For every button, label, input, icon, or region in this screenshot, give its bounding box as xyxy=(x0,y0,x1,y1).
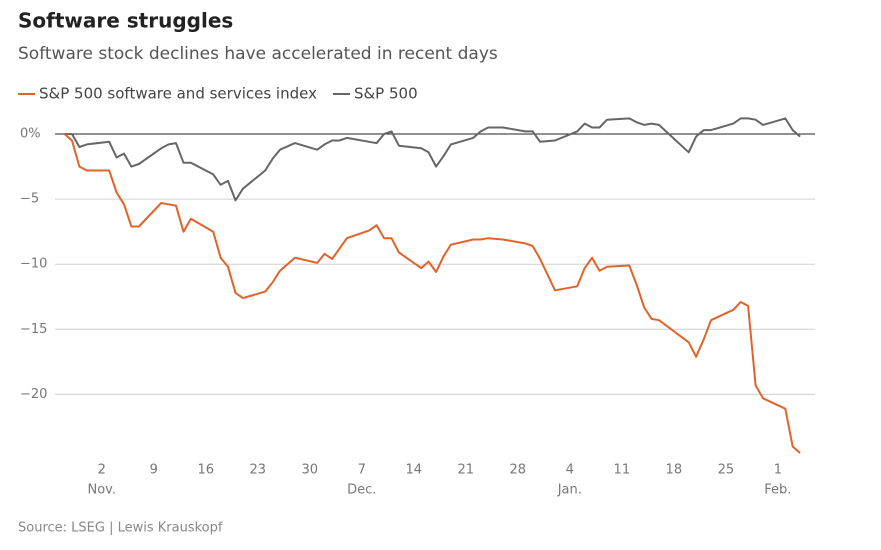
x-tick-label: 16 xyxy=(197,463,214,478)
x-tick-label: 18 xyxy=(666,463,683,478)
x-tick-label: 7 xyxy=(358,463,366,478)
y-tick-label: −10 xyxy=(20,257,47,272)
x-tick-label: 9 xyxy=(150,463,158,478)
x-tick-label: 14 xyxy=(406,463,423,478)
x-tick-label: 2 xyxy=(98,463,106,478)
x-tick-label: 28 xyxy=(510,463,527,478)
x-tick-label: 23 xyxy=(249,463,266,478)
x-month-label: Dec. xyxy=(347,483,376,498)
x-tick-label: 11 xyxy=(614,463,631,478)
x-tick-label: 25 xyxy=(718,463,735,478)
x-month-label: Jan. xyxy=(557,483,582,498)
y-tick-label: −20 xyxy=(20,387,47,402)
legend-label: S&P 500 software and services index xyxy=(39,85,317,103)
y-tick-label: −5 xyxy=(20,192,39,207)
series-line xyxy=(63,133,801,454)
series-line xyxy=(64,117,801,202)
x-tick-label: 30 xyxy=(301,463,318,478)
chart-title: Software struggles xyxy=(18,9,233,33)
x-tick-label: 4 xyxy=(566,463,574,478)
x-tick-label: 21 xyxy=(458,463,475,478)
source-note: Source: LSEG | Lewis Krauskopf xyxy=(18,521,223,536)
y-tick-label: 0% xyxy=(20,127,41,142)
x-tick-label: 1 xyxy=(774,463,782,478)
x-month-label: Feb. xyxy=(764,483,791,498)
y-tick-label: −15 xyxy=(20,322,47,337)
chart-subtitle: Software stock declines have accelerated… xyxy=(18,44,498,64)
x-month-label: Nov. xyxy=(87,483,116,498)
legend-label: S&P 500 xyxy=(354,85,418,103)
